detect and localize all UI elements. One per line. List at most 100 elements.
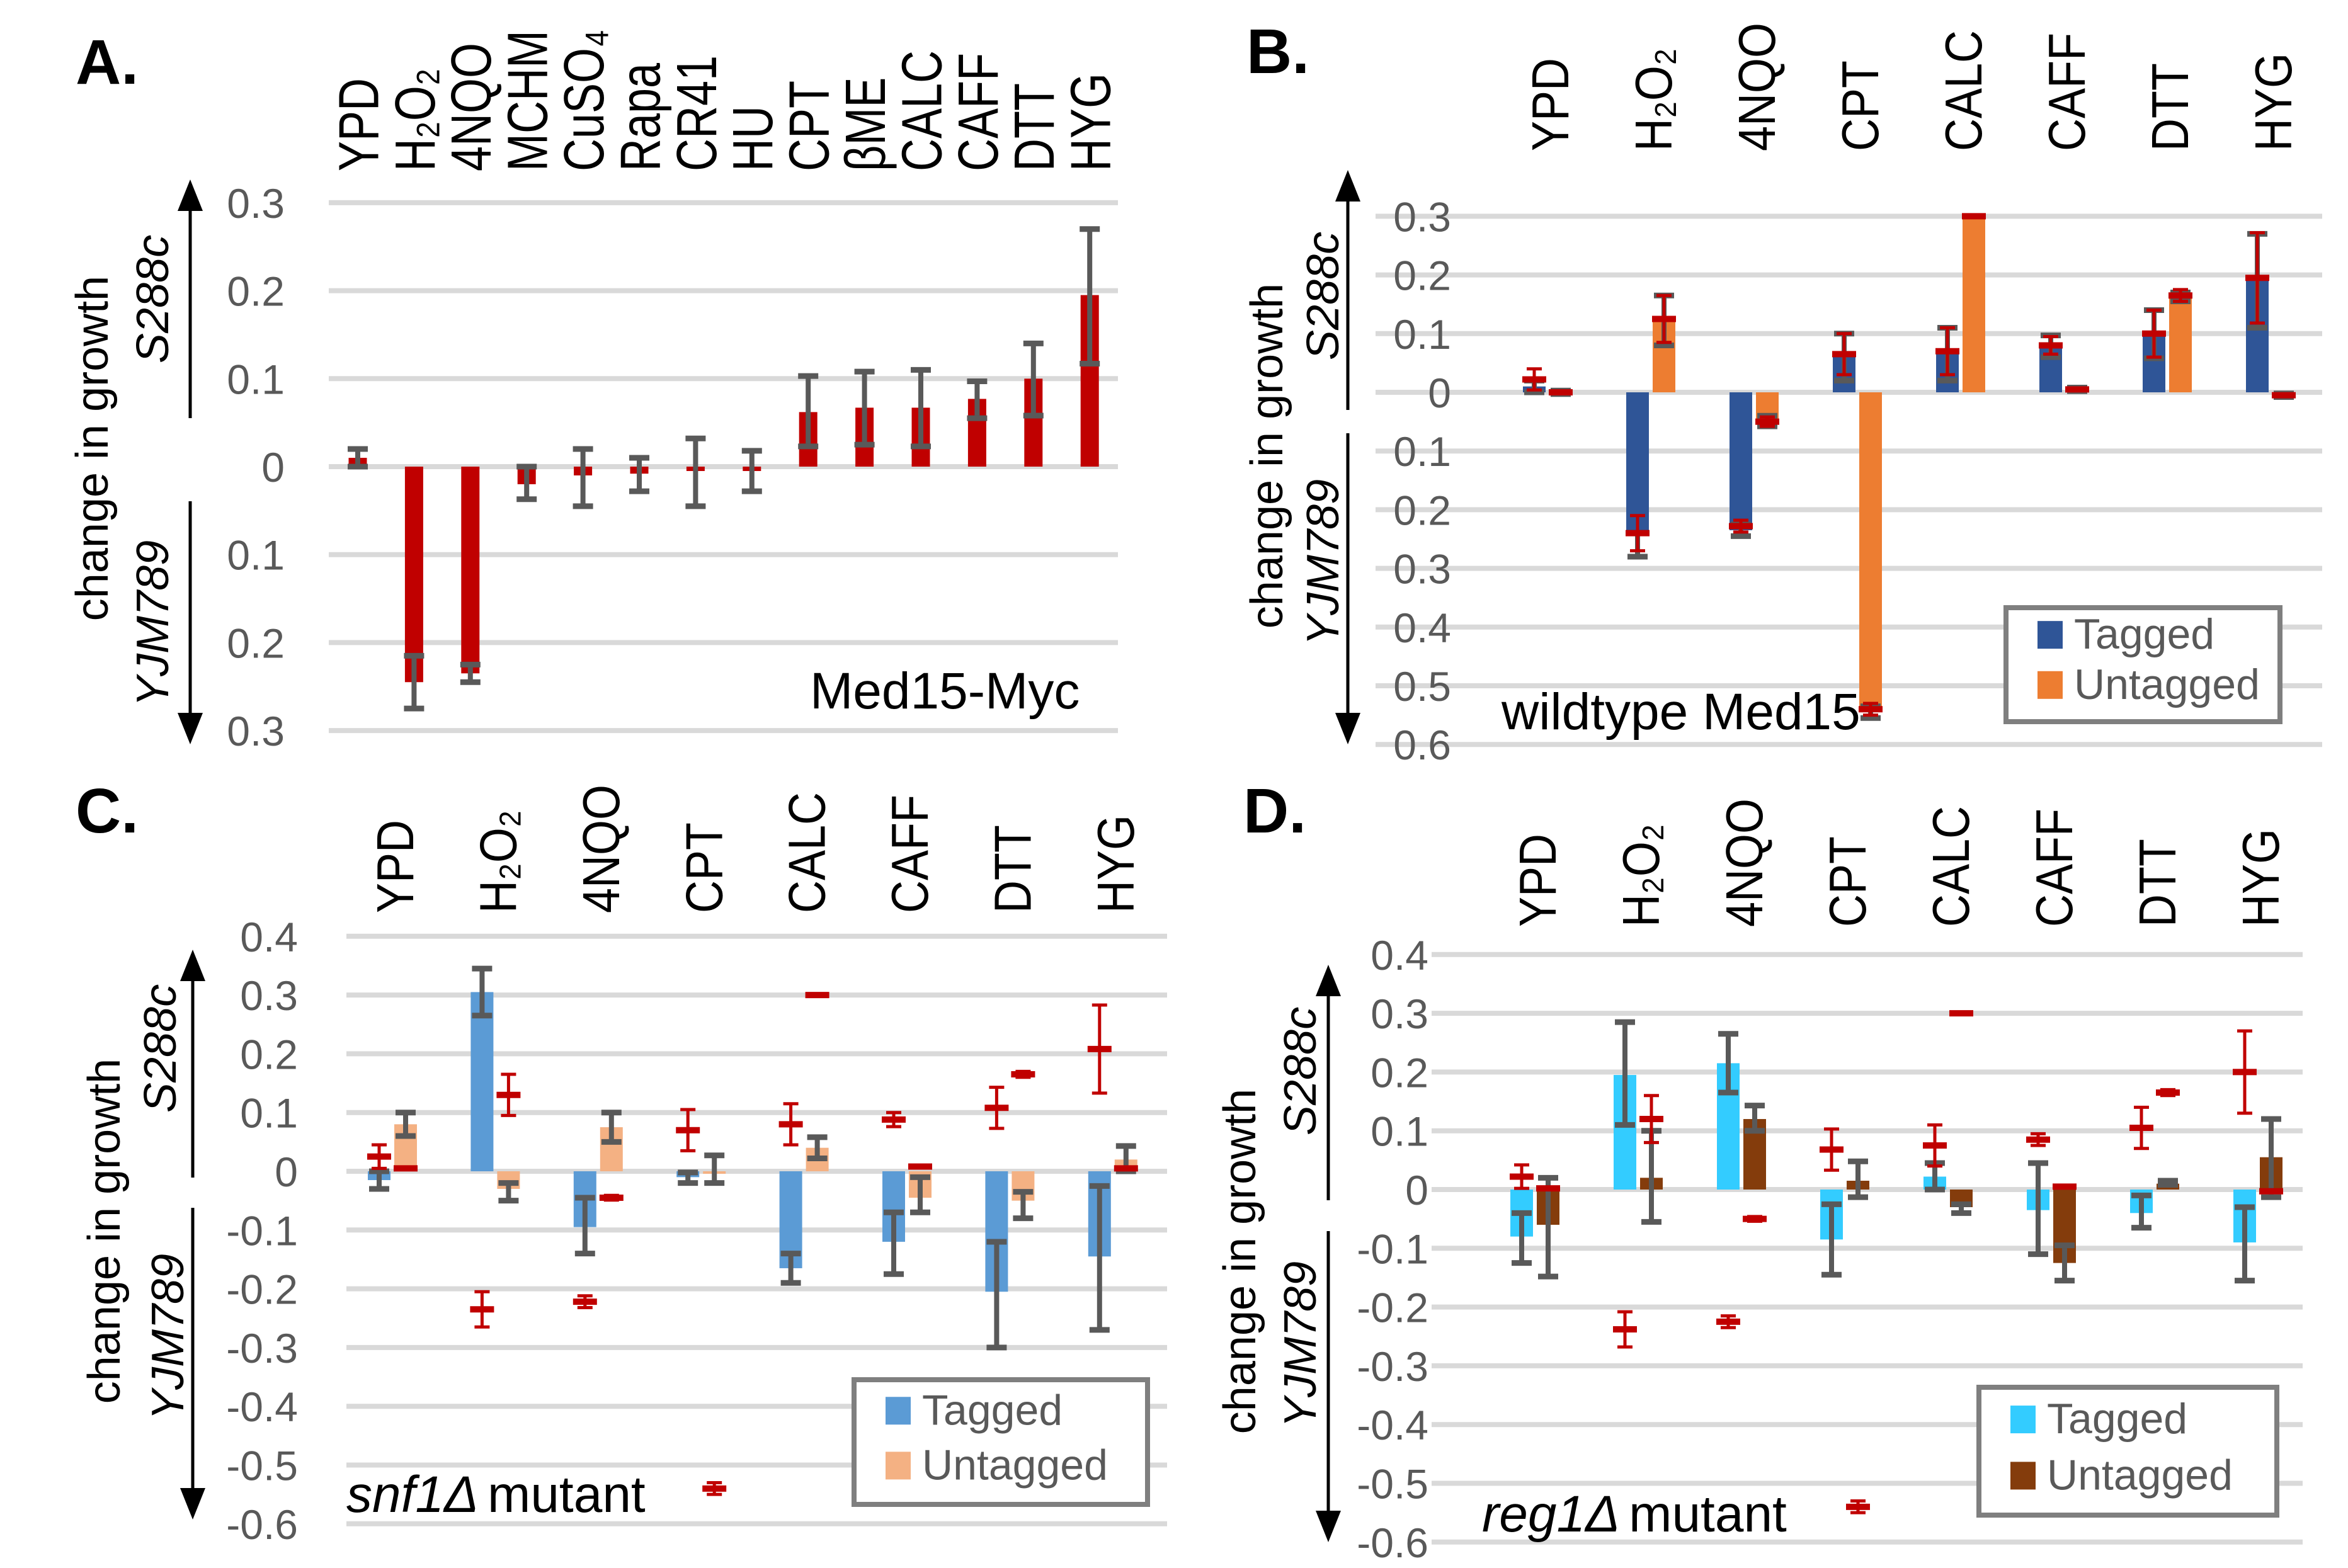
- reference-marker: [1652, 293, 1676, 344]
- error-bar: [798, 373, 819, 450]
- y-tick-label: 0.3: [1393, 546, 1451, 593]
- y-axis-title: change in growth: [1242, 283, 1292, 628]
- category-label: YPD: [1509, 834, 1567, 927]
- reference-marker: [1716, 1314, 1740, 1329]
- reference-marker: [496, 1072, 521, 1117]
- error-bar: [348, 446, 368, 470]
- error-bar: [460, 661, 481, 685]
- category-label: HU: [722, 106, 785, 171]
- category-label: H₂O₂: [1625, 48, 1683, 151]
- error-bar: [1080, 226, 1100, 367]
- y-tick-label: 0.5: [1393, 663, 1451, 710]
- panel-annotation: reg1Δ mutant: [1482, 1486, 1787, 1543]
- category-label: DTT: [984, 825, 1042, 913]
- y-axis-title: change in growth: [79, 1059, 130, 1404]
- reference-marker: [1639, 1094, 1663, 1144]
- y-tick-label: -0.6: [1357, 1520, 1428, 1566]
- error-bar: [2054, 1242, 2075, 1284]
- y-tick-label: 0.2: [227, 268, 285, 315]
- annotation-text: wildtype Med15: [1501, 683, 1861, 741]
- error-bar: [574, 1195, 595, 1257]
- reference-marker: [599, 1193, 624, 1202]
- y-tick-label: 0.2: [1371, 1049, 1428, 1096]
- legend-label: Untagged: [922, 1441, 1108, 1489]
- y-tick-label: 0.1: [1393, 311, 1451, 358]
- reference-marker: [2142, 309, 2166, 359]
- error-bar: [2131, 1192, 2151, 1231]
- y-tick-label: 0.1: [227, 532, 285, 579]
- y-axis-title: change in growth: [1215, 1089, 1265, 1434]
- arrow-up-icon: [1335, 170, 1360, 202]
- reference-marker: [2245, 230, 2269, 325]
- bar: [404, 467, 423, 683]
- reference-marker: [1820, 1127, 1844, 1172]
- panel-c: C. 0.4 0.3 0.2 0.1 0 -0.1 -0.2 -0.3 -0.4 -0.5 -0.6 Y…: [76, 776, 1167, 1548]
- category-label: CALC: [778, 792, 836, 913]
- y-tick-label: 0.4: [240, 914, 298, 960]
- y-tick-label: 0.2: [240, 1031, 298, 1077]
- reference-marker: [702, 1480, 727, 1496]
- annotation-genotype: reg1Δ: [1482, 1486, 1620, 1543]
- y-tick-label: -0.1: [1357, 1225, 1428, 1272]
- error-bar: [1089, 1183, 1110, 1333]
- y-tick-label: 0.2: [227, 620, 285, 666]
- reference-marker: [573, 1294, 597, 1309]
- legend: Tagged Untagged: [852, 1377, 1150, 1507]
- y-axis-up-label: S288c: [135, 984, 186, 1113]
- legend-label: Untagged: [2074, 661, 2260, 708]
- bar-tagged: [1730, 392, 1752, 531]
- bar-tagged: [470, 992, 494, 1171]
- error-bar: [854, 368, 875, 448]
- legend-swatch: [886, 1397, 911, 1425]
- bar-tagged: [1626, 392, 1649, 537]
- category-label: CR41: [665, 55, 728, 171]
- error-bar: [911, 366, 931, 450]
- error-bar: [601, 1110, 622, 1145]
- category-label: HYG: [1087, 815, 1145, 913]
- error-bar: [1013, 1189, 1034, 1222]
- category-label: DTT: [1003, 83, 1066, 171]
- y-tick-label: -0.3: [1357, 1343, 1428, 1390]
- panel-b: B. 0.3 0.2 0.1 0 0.1 0.2 0.3 0.4 0.5 0.6 YPD H₂O₂ 4NQ…: [1242, 16, 2322, 768]
- reference-marker: [1859, 702, 1883, 717]
- category-label: CALC: [1922, 806, 1980, 927]
- category-label: CAFF: [947, 53, 1010, 171]
- panel-annotation: wildtype Med15: [1501, 683, 1861, 741]
- error-bar: [573, 446, 593, 509]
- error-bar: [396, 1110, 416, 1139]
- category-label: βME: [834, 77, 897, 171]
- legend-swatch: [2010, 1462, 2036, 1490]
- error-bar: [1718, 1031, 1738, 1096]
- y-tick-label: 0.3: [227, 708, 285, 754]
- y-tick-label: 0: [275, 1149, 298, 1195]
- reference-marker: [1613, 1310, 1637, 1349]
- y-tick-label: -0.4: [226, 1383, 298, 1430]
- arrow-down-icon: [178, 713, 203, 744]
- error-bar: [1951, 1201, 1971, 1216]
- y-tick-label: 0.1: [240, 1090, 298, 1137]
- reference-marker: [2129, 1105, 2153, 1150]
- error-bar: [516, 463, 537, 503]
- y-tick-label: 0.1: [1371, 1108, 1428, 1155]
- bar: [461, 467, 480, 674]
- reference-marker: [1522, 367, 1546, 392]
- category-label: HYG: [2245, 53, 2303, 151]
- reference-marker: [1755, 415, 1779, 428]
- error-bar: [1615, 1019, 1635, 1128]
- reference-marker: [2168, 288, 2192, 304]
- legend-swatch: [2037, 621, 2063, 649]
- panel-letter: D.: [1243, 776, 1306, 846]
- reference-marker: [676, 1108, 700, 1152]
- bar-untagged: [1859, 392, 1882, 712]
- reference-marker: [778, 1102, 803, 1147]
- error-bar: [1745, 1103, 1765, 1134]
- category-label: DTT: [2129, 839, 2187, 927]
- error-bar: [1538, 1174, 1558, 1280]
- category-label: H₂O₂: [470, 810, 528, 913]
- panel-annotation: snf1Δ mutant: [346, 1466, 646, 1523]
- category-label: YPD: [1522, 58, 1580, 151]
- y-tick-label: 0.4: [1371, 932, 1428, 979]
- arrow-up-icon: [180, 950, 205, 981]
- category-label: DTT: [2141, 63, 2199, 151]
